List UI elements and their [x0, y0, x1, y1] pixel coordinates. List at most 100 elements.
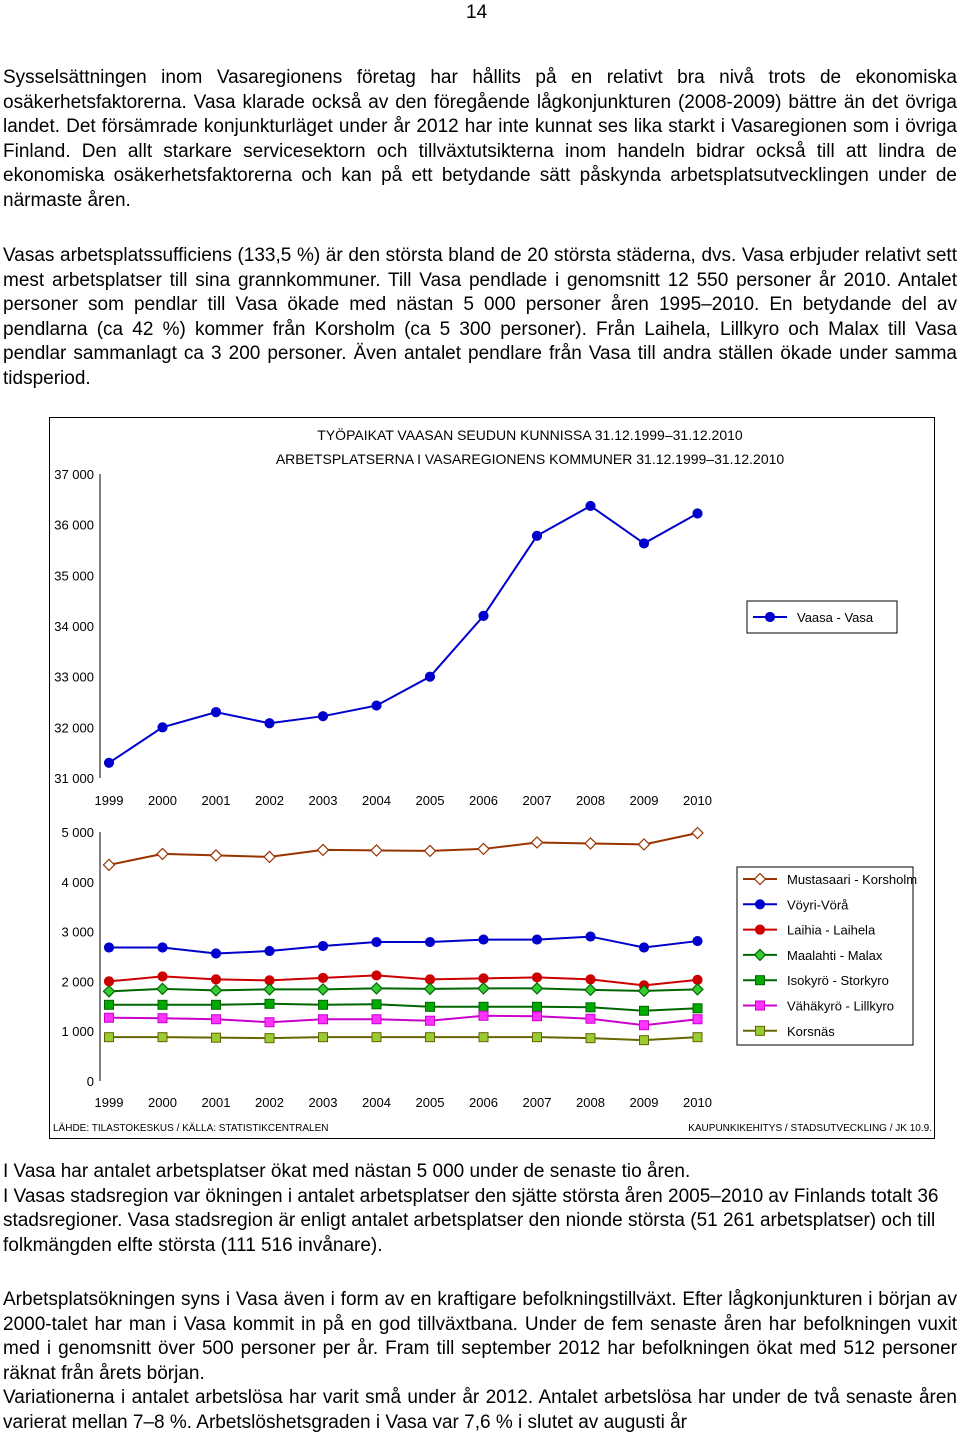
y-tick-label: 33 000: [54, 670, 94, 685]
data-point: [691, 983, 704, 996]
data-point: [104, 999, 114, 1010]
data-point: [103, 942, 115, 953]
series-line: [108, 987, 698, 993]
y-tick-label: 35 000: [54, 568, 94, 583]
data-point: [316, 983, 330, 996]
x-tick-label: 2000: [148, 793, 177, 808]
data-point: [478, 1032, 489, 1043]
data-point: [477, 842, 490, 856]
data-point: [637, 984, 651, 998]
data-point: [637, 838, 651, 851]
x-tick-label: 2003: [309, 1095, 338, 1110]
data-point: [263, 983, 276, 996]
data-point: [532, 1001, 542, 1012]
data-point: [478, 1010, 489, 1021]
data-point: [478, 934, 489, 945]
y-tick-label: 37 000: [54, 467, 94, 482]
data-point: [157, 1013, 168, 1024]
paragraph-workplace-growth: I Vasa har antalet arbetsplatser ökat me…: [3, 1161, 939, 1256]
data-point: [318, 1014, 328, 1025]
data-point: [317, 711, 329, 722]
data-point: [211, 999, 221, 1010]
data-point: [210, 948, 222, 959]
data-point: [425, 1001, 435, 1012]
legend-label: Mustasaari - Korsholm: [787, 872, 917, 887]
data-point: [478, 973, 489, 984]
legend-marker: [753, 872, 767, 886]
figure-credit: KAUPUNKIKEHITYS / STADSUTVECKLING / JK 1…: [688, 1123, 932, 1134]
data-point: [692, 935, 703, 947]
x-tick-label: 2001: [202, 793, 231, 808]
data-point: [423, 844, 437, 858]
data-point: [478, 1001, 489, 1012]
data-point: [371, 936, 382, 948]
x-tick-label: 2000: [148, 1095, 177, 1110]
data-point: [316, 843, 330, 857]
x-tick-label: 2004: [362, 1095, 391, 1110]
y-tick-label: 0: [87, 1074, 94, 1089]
data-point: [157, 971, 168, 982]
data-point: [425, 1015, 435, 1026]
y-tick-label: 3 000: [61, 925, 94, 940]
figure-title-finnish: TYÖPAIKAT VAASAN SEUDUN KUNNISSA 31.12.1…: [317, 427, 743, 443]
figure-title-swedish: ARBETSPLATSERNA I VASAREGIONENS KOMMUNER…: [275, 451, 785, 467]
legend-marker: [755, 975, 765, 986]
data-point: [210, 974, 222, 985]
data-point: [317, 972, 329, 984]
data-point: [585, 1002, 596, 1013]
page-number: 14: [466, 2, 488, 23]
data-point: [585, 931, 596, 942]
legend-label: Vähäkyrö - Lillkyro: [787, 999, 894, 1014]
data-point: [530, 836, 544, 849]
data-point: [532, 1032, 542, 1043]
data-point: [264, 1017, 275, 1028]
y-tick-label: 36 000: [54, 518, 94, 533]
legend-label: Vöyri-Vörå: [787, 897, 849, 912]
data-point: [264, 1033, 275, 1044]
legend-label: Vaasa - Vasa: [797, 610, 874, 625]
x-tick-label: 2001: [202, 1095, 231, 1110]
x-tick-label: 2007: [523, 1095, 552, 1110]
series-line: [108, 1014, 698, 1027]
data-point: [264, 998, 275, 1009]
data-point: [530, 982, 544, 995]
x-tick-label: 2005: [416, 1095, 445, 1110]
data-point: [264, 718, 275, 729]
data-point: [317, 940, 329, 952]
data-point: [692, 508, 703, 519]
series-line: [109, 935, 698, 955]
data-point: [103, 976, 115, 987]
series-line: [108, 974, 698, 987]
data-point: [639, 1005, 649, 1016]
data-point: [692, 1032, 703, 1043]
data-point: [371, 700, 382, 711]
paragraph-population-unemployment: Arbetsplatsökningen syns i Vasa även i f…: [3, 1289, 957, 1433]
data-point: [692, 1003, 703, 1014]
y-tick-label: 31 000: [54, 771, 94, 786]
legend-label: Maalahti - Malax: [787, 948, 883, 963]
x-tick-label: 2008: [576, 1095, 605, 1110]
data-point: [371, 1032, 382, 1043]
legend-label: Korsnäs: [787, 1024, 835, 1039]
data-point: [157, 999, 168, 1010]
data-point: [531, 934, 543, 945]
data-point: [585, 500, 596, 512]
data-point: [584, 837, 597, 850]
x-tick-label: 2010: [683, 1095, 712, 1110]
y-tick-label: 34 000: [54, 619, 94, 634]
x-tick-label: 2005: [416, 793, 445, 808]
series-line: [109, 1036, 698, 1042]
data-point: [209, 849, 223, 862]
data-point: [691, 826, 704, 840]
data-point: [531, 972, 543, 983]
data-point: [638, 942, 650, 953]
workplaces-figure: 31 000 32 000 33 000 34 000 35 000 36 000 37 0…: [49, 417, 935, 1139]
data-point: [157, 942, 168, 953]
x-tick-label: 2010: [683, 793, 712, 808]
series-line: [108, 504, 698, 764]
data-point: [102, 858, 116, 872]
y-tick-label: 1 000: [61, 1024, 94, 1039]
x-tick-label: 2006: [469, 1095, 498, 1110]
data-point: [211, 1014, 221, 1025]
legend-marker: [754, 899, 766, 910]
